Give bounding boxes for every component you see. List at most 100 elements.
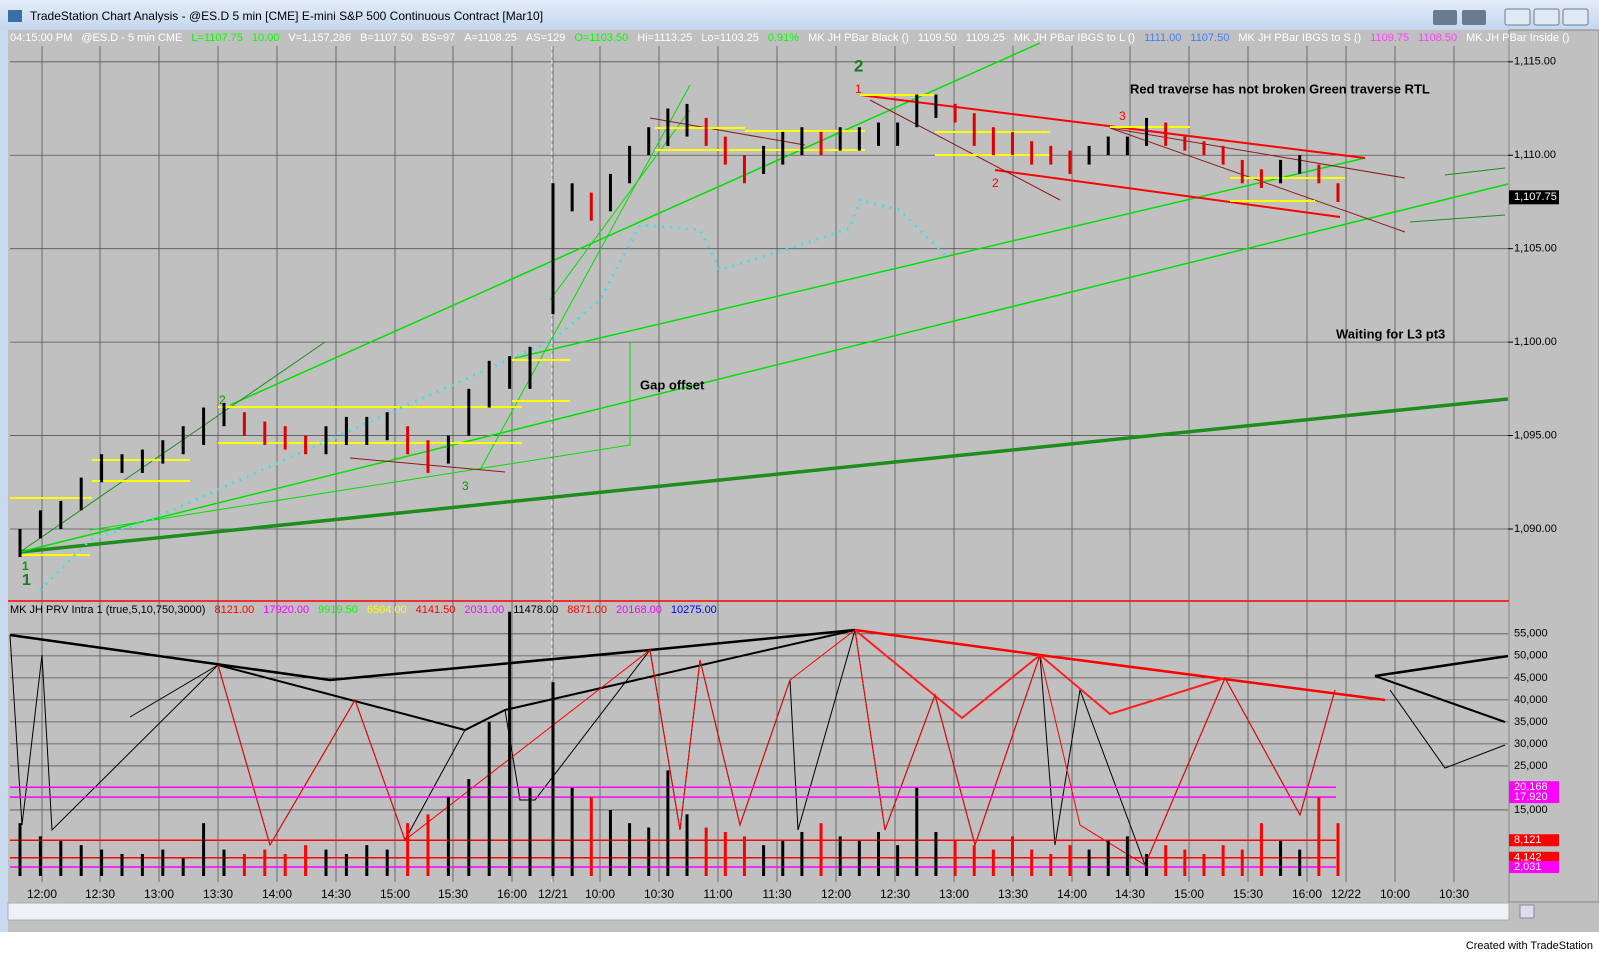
info-item: MK JH PBar IBGS to S () — [1238, 32, 1362, 44]
trendline — [649, 117, 806, 146]
y-tick-label: 15,000 — [1514, 804, 1548, 816]
pivot-label: 3 — [1119, 109, 1126, 123]
level-box — [1509, 834, 1559, 847]
x-tick-label: 14:00 — [262, 887, 292, 901]
info-item: L=1107.75 — [191, 32, 243, 44]
info-item: BS=97 — [421, 32, 456, 44]
info-strip-bg — [8, 30, 1509, 46]
info-item: MK JH PBar Black () — [808, 32, 909, 44]
x-tick-label: 15:30 — [1233, 887, 1263, 901]
trendline — [1109, 127, 1406, 233]
x-tick-label: 13:00 — [939, 887, 969, 901]
info-item: MK JH PRV Intra 1 (true,5,10,750,3000) — [10, 604, 206, 616]
pivot-label: 2 — [854, 56, 863, 75]
zigzag-major — [1374, 654, 1509, 678]
x-tick-label: 15:00 — [1174, 887, 1204, 901]
info-item: 04:15:00 PM — [10, 32, 73, 44]
y-tick-label: 55,000 — [1514, 628, 1548, 640]
x-tick-label: 16:00 — [1292, 887, 1322, 901]
info-item: 11478.00 — [513, 604, 559, 616]
close-button[interactable] — [1562, 8, 1589, 26]
annotation: Red traverse has not broken Green traver… — [1130, 81, 1430, 96]
y-tick-label: 1,110.00 — [1514, 149, 1556, 161]
trendline — [229, 42, 1041, 406]
info-strip: 04:15:00 PM @ES.D - 5 min CME L=1107.75 10.… — [10, 31, 1569, 45]
zigzag-major — [9, 628, 856, 682]
trendline — [994, 169, 1341, 218]
info-item: 6504.00 — [366, 604, 407, 616]
footer-bar — [0, 932, 1599, 962]
pivot-label: 1 — [22, 572, 31, 589]
x-tick-label: 12:00 — [27, 887, 57, 901]
info-item: B=1107.50 — [360, 32, 413, 44]
marks: 12:00 12:30 13:00 13:30 14:00 14:30 15:00 15:30… — [10, 56, 1559, 901]
y-tick-label: 1,095.00 — [1514, 429, 1557, 441]
drawings — [9, 42, 1509, 867]
minimize-button[interactable] — [1504, 8, 1531, 26]
y-tick-label: 1,105.00 — [1514, 243, 1557, 255]
info-item: 17920.00 — [263, 604, 310, 616]
level-box — [1509, 851, 1559, 864]
x-tick-label: 10:30 — [644, 887, 674, 901]
x-tick-label: 15:30 — [438, 887, 468, 901]
trendline — [19, 397, 1509, 554]
x-tick-label: 15:00 — [380, 887, 410, 901]
pivot-label: 1 — [22, 559, 29, 573]
level-box — [1509, 861, 1559, 874]
info-item: 0.91% — [767, 32, 800, 44]
title-bar — [0, 0, 1599, 30]
y-tick-label: 35,000 — [1514, 716, 1548, 728]
menu-button[interactable] — [1462, 10, 1486, 25]
x-tick-label: 12:00 — [821, 887, 851, 901]
zigzag-major — [1374, 675, 1506, 723]
scrollbar[interactable] — [7, 902, 1510, 921]
x-tick-label: 14:30 — [1115, 887, 1145, 901]
info-item: @ES.D - 5 min CME — [81, 32, 183, 44]
level-box — [1509, 791, 1559, 804]
x-tick-label: 14:30 — [321, 887, 351, 901]
trendline — [1109, 127, 1406, 179]
level-label: 20,168 — [1514, 781, 1548, 793]
grid — [10, 46, 1508, 882]
info-item: Hi=1113.25 — [637, 32, 693, 44]
level-label: 2,031 — [1514, 861, 1542, 873]
y-tick-label: 50,000 — [1514, 650, 1548, 662]
x-tick-label: 16:00 — [497, 887, 527, 901]
level-box — [1509, 781, 1559, 794]
x-tick-label: 11:30 — [762, 887, 791, 901]
pivot-label: 1 — [855, 82, 862, 96]
info-item: 1109.25 — [965, 32, 1005, 44]
info-item: 1107.50 — [1190, 32, 1230, 44]
app-icon — [8, 10, 22, 22]
annotation: Waiting for L3 pt3 — [1336, 326, 1445, 341]
info-item: Lo=1103.25 — [701, 32, 759, 44]
info-item: MK JH PBar IBGS to L () — [1013, 32, 1136, 44]
info-item: 10275.00 — [670, 604, 717, 616]
y-tick-label: 1,100.00 — [1514, 336, 1557, 348]
x-tick-label: 10:30 — [1439, 887, 1469, 901]
info-item: O=1103.50 — [574, 32, 629, 44]
scroll-thumb[interactable] — [1519, 904, 1535, 919]
info-item: 1108.50 — [1418, 32, 1458, 44]
pivot-label: 3 — [462, 479, 469, 493]
axis-area — [1508, 29, 1599, 903]
info-item: 1109.50 — [917, 32, 957, 44]
info-item: V=1,157,286 — [288, 32, 352, 44]
maximize-button[interactable] — [1533, 8, 1560, 26]
level-label: 17,920 — [1514, 791, 1548, 803]
pivot-label: 2 — [992, 176, 999, 190]
info-item: 10.00 — [251, 32, 280, 44]
y-tick-label: 1,090.00 — [1514, 523, 1557, 535]
trendline — [89, 342, 631, 531]
info-item: 2031.00 — [464, 604, 505, 616]
y-tick-label: 45,000 — [1514, 672, 1548, 684]
level-label: 8,121 — [1514, 834, 1542, 846]
zigzag-major — [217, 629, 856, 732]
trendline — [869, 99, 1061, 201]
menu-button[interactable] — [1433, 10, 1457, 25]
info-item: 4141.50 — [415, 604, 456, 616]
info-item: 1111.00 — [1144, 32, 1182, 44]
trendline — [1444, 167, 1506, 176]
